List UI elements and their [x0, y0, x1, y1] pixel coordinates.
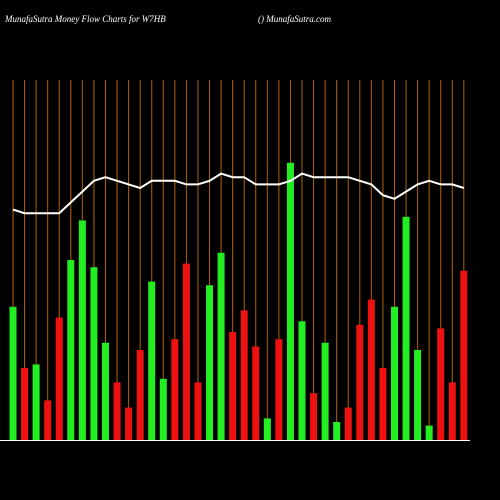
bar: [356, 324, 364, 440]
bar: [148, 281, 156, 440]
bar: [229, 332, 237, 440]
bar: [32, 364, 40, 440]
bar: [194, 382, 202, 440]
bar: [310, 393, 318, 440]
bar: [367, 299, 375, 440]
money-flow-line: [12, 172, 465, 215]
bar: [414, 350, 422, 440]
bar: [298, 321, 306, 440]
bar: [425, 425, 433, 440]
bar: [402, 216, 410, 440]
bar: [55, 317, 63, 440]
bar: [159, 378, 167, 440]
bar: [460, 270, 468, 440]
bar: [101, 342, 109, 440]
bar: [78, 220, 86, 440]
bar: [390, 306, 398, 440]
chart-title: MunafaSutra Money Flow Charts for W7HB: [4, 14, 166, 24]
bar: [321, 342, 329, 440]
bar: [182, 263, 190, 440]
bar: [44, 400, 52, 440]
chart-subtitle: () MunafaSutra.com: [258, 14, 331, 24]
bar: [286, 162, 294, 441]
bar: [21, 368, 29, 440]
bar: [252, 346, 260, 440]
bar: [240, 310, 248, 440]
bar: [9, 306, 17, 440]
bar: [448, 382, 456, 440]
bar: [125, 407, 133, 440]
bar: [136, 350, 144, 440]
bar: [344, 407, 352, 440]
bar: [67, 260, 75, 440]
bar: [275, 339, 283, 440]
bar: [113, 382, 121, 440]
bar: [171, 339, 179, 440]
bar: [333, 422, 341, 440]
bar: [263, 418, 271, 440]
bar: [379, 368, 387, 440]
bar: [437, 328, 445, 440]
bar: [90, 267, 98, 440]
bar: [206, 285, 214, 440]
bar: [217, 252, 225, 440]
